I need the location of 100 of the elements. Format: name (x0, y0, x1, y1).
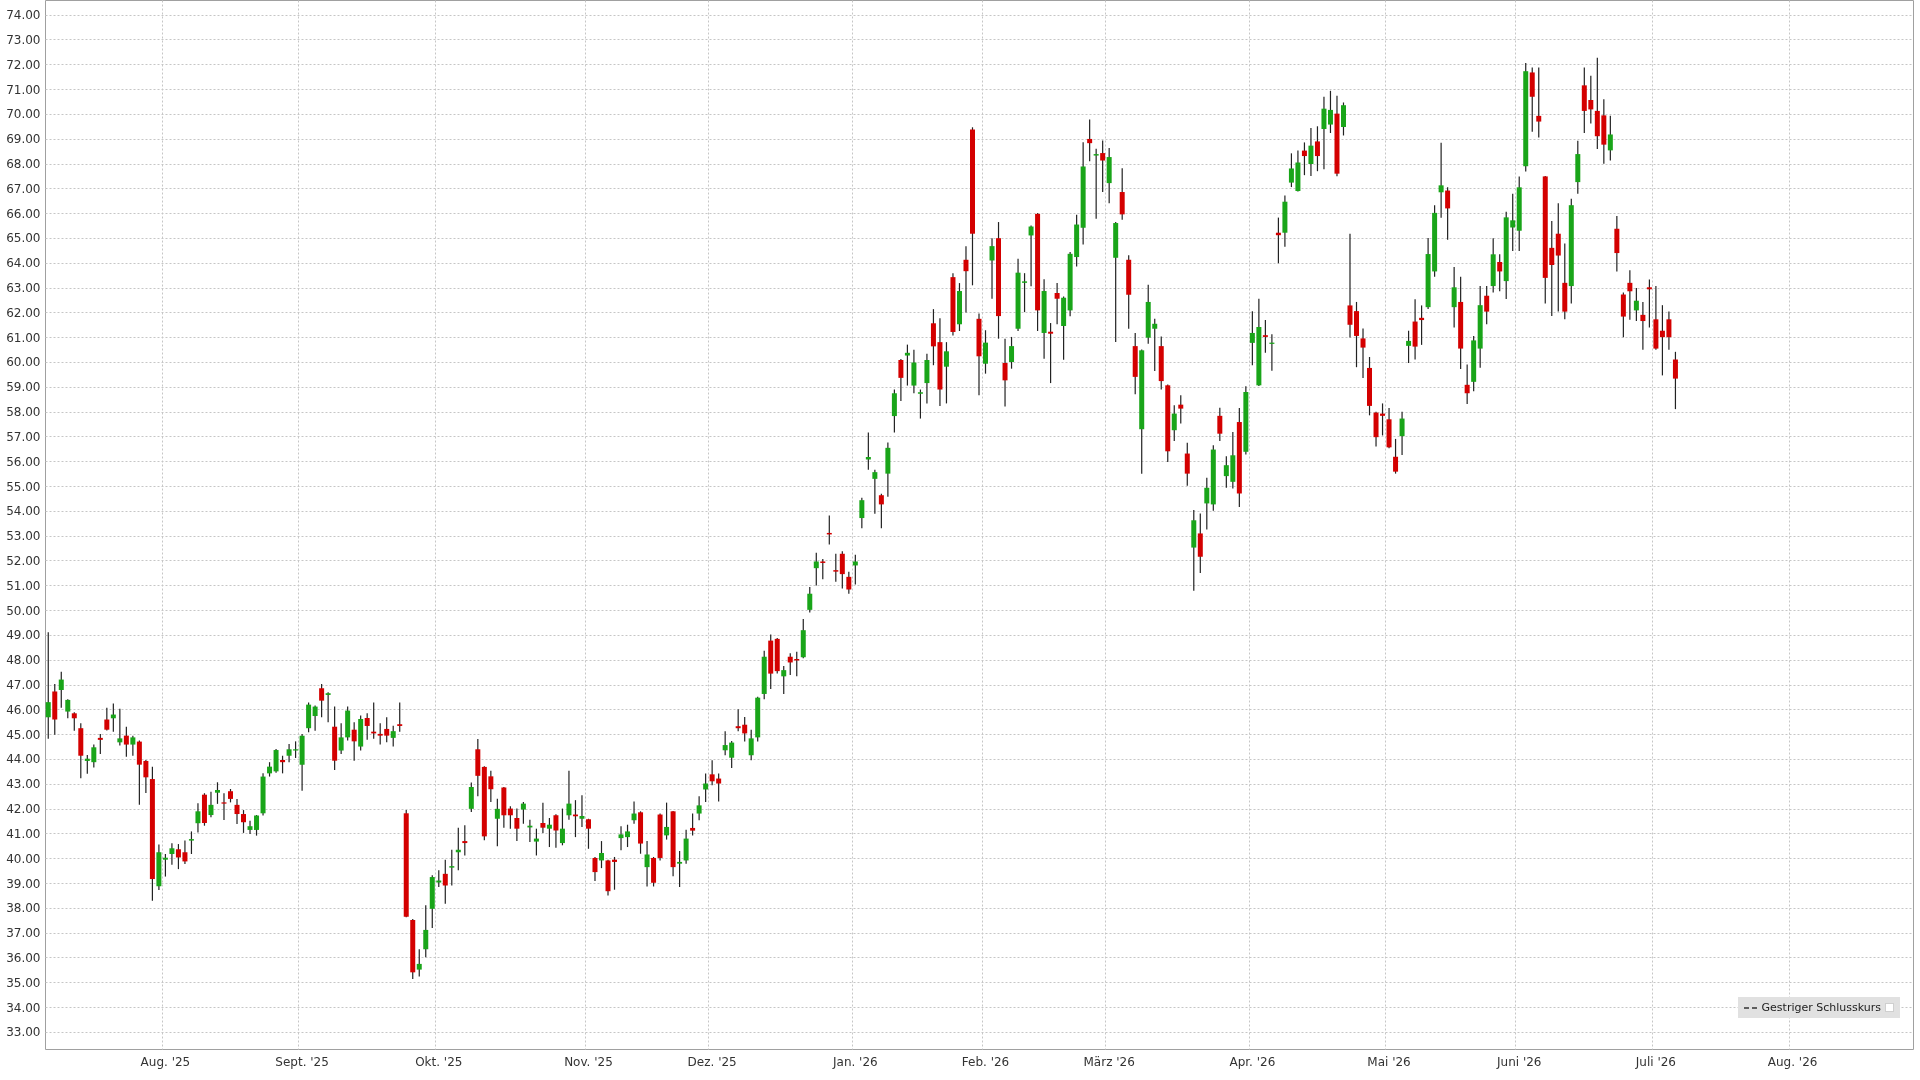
candlestick (520, 801, 526, 825)
candlestick (683, 829, 689, 865)
candlestick (598, 840, 604, 869)
candlestick (319, 683, 325, 718)
candlestick (397, 701, 403, 733)
candlestick (1438, 142, 1444, 219)
y-tick-label: 37.00 (6, 926, 41, 941)
candlestick (1406, 330, 1412, 364)
candlestick (351, 721, 357, 762)
candlestick (390, 725, 396, 748)
candlestick (1620, 291, 1626, 338)
candlestick (559, 807, 565, 846)
candlestick (169, 842, 175, 866)
candlestick (1633, 287, 1639, 322)
y-tick-label: 73.00 (6, 32, 41, 47)
x-tick-label: Juli '26 (1634, 1054, 1677, 1069)
x-tick-label: Aug. '25 (140, 1054, 191, 1069)
candlestick (1314, 125, 1320, 172)
candlestick (540, 802, 546, 834)
candlestick (690, 812, 696, 836)
legend-panel: Gestriger Schlusskurs (1737, 997, 1900, 1018)
candlestick (1327, 90, 1333, 134)
candlestick (1321, 96, 1327, 170)
candlestick (1640, 301, 1646, 351)
candlestick (442, 859, 448, 905)
candlestick (833, 553, 839, 583)
y-tick-label: 56.00 (6, 454, 41, 469)
x-tick-label: Feb. '26 (961, 1054, 1010, 1069)
y-tick-label: 59.00 (6, 380, 41, 395)
y-tick-label: 34.00 (6, 1000, 41, 1015)
x-tick-label: Apr. '26 (1229, 1054, 1276, 1069)
y-tick-label: 46.00 (6, 702, 41, 717)
candlestick (1445, 186, 1451, 241)
candlestick (65, 698, 71, 719)
candlestick (208, 791, 214, 818)
candlestick (1419, 304, 1425, 346)
candlestick (1451, 266, 1457, 329)
candlestick (1308, 127, 1314, 177)
x-tick-label: Okt. '25 (415, 1054, 463, 1069)
candlestick (820, 558, 826, 580)
candlestick (58, 671, 64, 709)
candlestick (1607, 115, 1613, 162)
candlestick (1536, 66, 1542, 139)
candlestick (664, 802, 670, 841)
candlestick (553, 813, 559, 849)
y-tick-label: 63.00 (6, 281, 41, 296)
x-tick-label: Jan. '26 (831, 1054, 878, 1069)
candlestick (306, 701, 312, 733)
candlestick (1555, 202, 1561, 313)
candlestick (1002, 338, 1008, 407)
y-tick-label: 50.00 (6, 603, 41, 618)
y-tick-label: 41.00 (6, 826, 41, 841)
y-tick-label: 40.00 (6, 851, 41, 866)
candlestick (807, 586, 813, 614)
candlestick (338, 722, 344, 755)
y-tick-label: 64.00 (6, 256, 41, 271)
y-tick-label: 67.00 (6, 181, 41, 196)
y-tick-label: 68.00 (6, 157, 41, 171)
candlestick (579, 794, 585, 828)
candlestick (1119, 167, 1125, 221)
candlestick (221, 792, 227, 821)
candlestick (891, 388, 897, 434)
y-tick-label: 48.00 (6, 653, 41, 668)
candlestick (983, 329, 989, 375)
candlestick (1184, 442, 1190, 487)
x-tick-label: Juni '26 (1495, 1054, 1542, 1069)
candlestick (1217, 407, 1223, 442)
y-tick-label: 54.00 (6, 504, 41, 519)
y-tick-label: 44.00 (6, 752, 41, 767)
candlestick (989, 237, 995, 300)
y-tick-label: 71.00 (6, 82, 41, 97)
candlestick (462, 824, 468, 857)
candlestick (1204, 477, 1210, 531)
candlestick (1301, 141, 1307, 176)
candlestick (546, 817, 552, 848)
candlestick (273, 748, 279, 774)
x-tick-label: Aug. '26 (1767, 1054, 1818, 1069)
candlestick (1393, 438, 1399, 475)
candlestick (1360, 327, 1366, 379)
candlestick (1197, 512, 1203, 574)
candlestick (1646, 279, 1652, 329)
candlestick (214, 781, 220, 805)
candlestick (507, 805, 513, 830)
y-tick-label: 47.00 (6, 678, 41, 693)
candlestick (846, 571, 852, 595)
candlestick (45, 631, 51, 740)
candlestick (585, 818, 591, 850)
y-tick-label: 35.00 (6, 975, 41, 990)
y-tick-label: 58.00 (6, 405, 41, 420)
candlestick (1464, 363, 1470, 405)
annotation: Gestriger Schlusskurs (1761, 1001, 1881, 1014)
candlestick (416, 948, 422, 978)
candlestick (449, 849, 455, 887)
candlestick (859, 497, 865, 529)
candlestick (839, 550, 845, 590)
candlestick (924, 353, 930, 405)
candlestick (1087, 118, 1093, 162)
candlestick (188, 830, 194, 855)
y-tick-label: 55.00 (6, 479, 41, 494)
candlestick (325, 691, 331, 723)
